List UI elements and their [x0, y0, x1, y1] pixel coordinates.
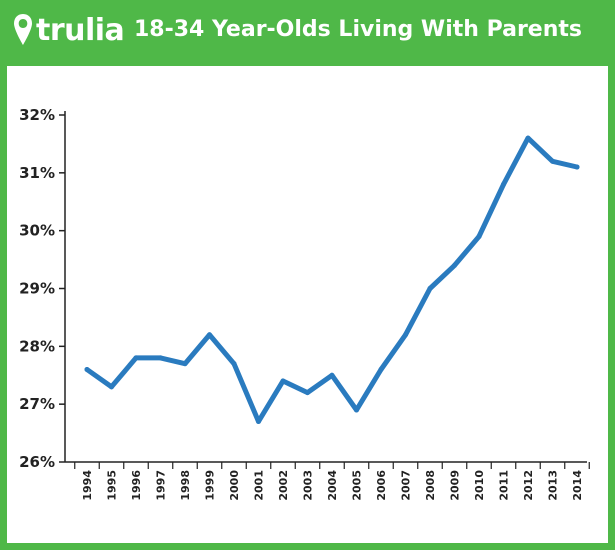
data-point [84, 366, 90, 372]
data-point [403, 332, 408, 338]
data-point [452, 262, 457, 268]
data-point [182, 361, 188, 367]
x-tick-label: 1998 [179, 470, 192, 501]
data-point [329, 372, 335, 378]
y-axis: 26% 27% 28% 29% 30% 31% 32% [19, 106, 66, 471]
line-chart: 26%27%28%29%30%31%32% 1994 1995 1996 1997 19… [19, 106, 590, 501]
x-tick-label: 2010 [473, 470, 486, 501]
x-tick-label: 1994 [81, 470, 94, 501]
data-point [256, 419, 261, 425]
x-tick-label: 1997 [155, 470, 168, 501]
x-tick-label: 2006 [375, 470, 388, 501]
x-tick-label: 2009 [449, 470, 462, 501]
y-tick-label: 27% [19, 395, 55, 413]
x-tick-label: 1996 [130, 470, 143, 501]
x-tick-label: 1995 [106, 470, 119, 501]
x-tick-label: 2000 [228, 470, 241, 501]
y-tick-label: 30% [19, 222, 55, 240]
data-point [109, 384, 114, 390]
data-point [574, 164, 580, 170]
series-group [84, 135, 580, 425]
data-point [550, 158, 555, 164]
x-axis: 1994 1995 1996 1997 1998 1999 2000 2001 2002 2003… [65, 461, 590, 501]
header-bar: trulia 18-34 Year-Olds Living With Paren… [0, 0, 615, 66]
logo-text: trulia [36, 12, 125, 48]
y-tick-label: 28% [19, 337, 55, 355]
data-point [476, 233, 482, 239]
x-tick-label: 2013 [547, 470, 560, 501]
map-pin-icon [14, 14, 32, 45]
x-tick-label: 2011 [498, 470, 511, 501]
series-line [84, 135, 580, 424]
x-tick-label: 2001 [253, 470, 266, 501]
y-tick-label: 26% [19, 453, 55, 471]
data-point [133, 355, 139, 361]
data-point [427, 286, 433, 291]
data-point [207, 332, 212, 338]
data-point [525, 135, 531, 141]
data-point [354, 407, 359, 413]
x-tick-label: 2007 [400, 470, 413, 501]
x-tick-label: 2003 [302, 470, 315, 501]
trulia-logo: trulia [12, 8, 125, 52]
chart-title: 18-34 Year-Olds Living With Parents [134, 17, 583, 42]
x-tick-label: 2002 [277, 470, 290, 501]
x-tick-label: 1999 [204, 470, 217, 501]
x-tick-label: 2012 [522, 470, 535, 501]
y-tick-label: 31% [19, 164, 55, 182]
data-point [501, 181, 506, 187]
data-point [378, 366, 384, 372]
data-point [158, 355, 163, 361]
data-point [280, 378, 286, 384]
y-tick-label: 32% [19, 106, 55, 124]
data-point [231, 361, 237, 367]
x-tick-label: 2005 [351, 470, 364, 501]
y-tick-label: 29% [19, 280, 55, 298]
chart-panel: 26% 27% 28% 29% 30% 31% 32% 1994 1995 1996 1997 19… [7, 66, 608, 543]
x-tick-label: 2008 [424, 470, 437, 501]
x-tick-label: 2004 [326, 470, 339, 501]
x-tick-label: 2014 [571, 470, 584, 501]
data-point [305, 390, 310, 396]
